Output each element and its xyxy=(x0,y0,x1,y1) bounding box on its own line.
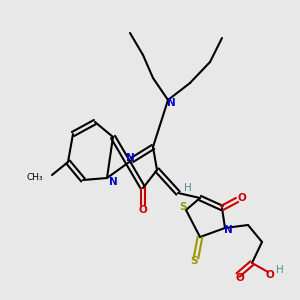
Text: O: O xyxy=(139,205,147,215)
Text: S: S xyxy=(190,256,198,266)
Text: O: O xyxy=(236,273,244,283)
Text: O: O xyxy=(238,193,246,203)
Text: N: N xyxy=(109,177,117,187)
Text: O: O xyxy=(266,270,274,280)
Text: N: N xyxy=(126,153,134,163)
Text: S: S xyxy=(179,202,187,212)
Text: H: H xyxy=(184,183,192,193)
Text: N: N xyxy=(224,225,232,235)
Text: N: N xyxy=(167,98,176,108)
Text: H: H xyxy=(276,265,284,275)
Text: CH₃: CH₃ xyxy=(27,172,43,182)
